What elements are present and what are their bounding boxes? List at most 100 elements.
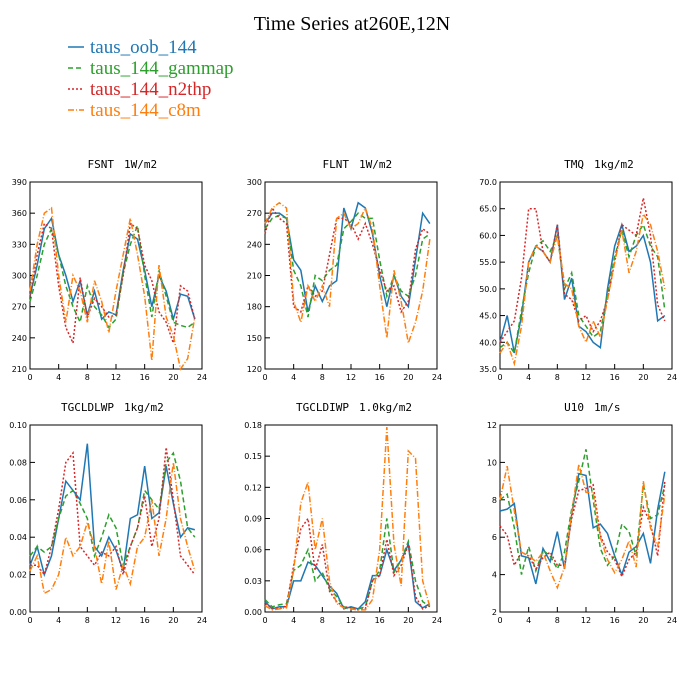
x-tick-label: 12 bbox=[581, 373, 591, 382]
legend-label: taus_144_n2thp bbox=[90, 79, 211, 100]
x-tick-label: 4 bbox=[56, 373, 61, 382]
y-tick-label: 240 bbox=[12, 334, 27, 343]
x-tick-label: 4 bbox=[291, 373, 296, 382]
x-tick-label: 0 bbox=[497, 373, 502, 382]
y-tick-label: 300 bbox=[247, 178, 262, 187]
y-tick-label: 0.15 bbox=[244, 452, 262, 461]
series-line bbox=[499, 481, 666, 579]
panel-units: 1kg/m2 bbox=[124, 401, 164, 414]
x-tick-label: 24 bbox=[197, 616, 207, 625]
y-tick-label: 150 bbox=[247, 334, 262, 343]
y-tick-label: 0.18 bbox=[244, 421, 262, 430]
x-tick-label: 8 bbox=[85, 616, 90, 625]
y-tick-label: 0.12 bbox=[244, 483, 262, 492]
x-tick-label: 20 bbox=[168, 373, 178, 382]
plot-frame bbox=[499, 424, 673, 613]
y-tick-label: 0.06 bbox=[9, 496, 27, 505]
series-line bbox=[29, 443, 196, 578]
x-tick-label: 8 bbox=[85, 373, 90, 382]
x-tick-label: 4 bbox=[526, 616, 531, 625]
x-tick-label: 24 bbox=[197, 373, 207, 382]
panel-units: 1W/m2 bbox=[359, 158, 392, 171]
panel-title: TGCLDIWP bbox=[296, 401, 349, 414]
y-tick-label: 50.0 bbox=[479, 285, 497, 294]
y-tick-label: 210 bbox=[12, 365, 27, 374]
legend-label: taus_144_gammap bbox=[90, 58, 234, 79]
y-tick-label: 45.0 bbox=[479, 312, 497, 321]
y-tick-label: 70.0 bbox=[479, 178, 497, 187]
y-tick-label: 0.00 bbox=[244, 608, 262, 617]
y-tick-label: 330 bbox=[12, 240, 27, 249]
x-tick-label: 4 bbox=[56, 616, 61, 625]
series-line bbox=[264, 201, 431, 344]
y-tick-label: 300 bbox=[12, 272, 27, 281]
panel-title: FSNT bbox=[88, 158, 115, 171]
series-line bbox=[264, 427, 431, 611]
x-tick-label: 12 bbox=[111, 616, 121, 625]
y-tick-label: 0.03 bbox=[244, 577, 262, 586]
y-tick-label: 0.04 bbox=[9, 533, 27, 542]
x-tick-label: 4 bbox=[526, 373, 531, 382]
x-tick-label: 12 bbox=[111, 373, 121, 382]
series-line bbox=[29, 462, 196, 595]
x-tick-label: 8 bbox=[320, 616, 325, 625]
y-tick-label: 55.0 bbox=[479, 258, 497, 267]
x-tick-label: 12 bbox=[346, 616, 356, 625]
series-line bbox=[264, 201, 431, 313]
y-tick-label: 0.08 bbox=[9, 458, 27, 467]
x-tick-label: 20 bbox=[403, 616, 413, 625]
x-tick-label: 16 bbox=[610, 616, 620, 625]
y-tick-label: 0.10 bbox=[9, 421, 27, 430]
x-tick-label: 12 bbox=[581, 616, 591, 625]
x-tick-label: 8 bbox=[320, 373, 325, 382]
x-tick-label: 16 bbox=[375, 373, 385, 382]
panel-units: 1m/s bbox=[594, 401, 621, 414]
legend-label: taus_144_c8m bbox=[90, 100, 201, 121]
x-tick-label: 24 bbox=[667, 616, 677, 625]
y-tick-label: 0.00 bbox=[9, 608, 27, 617]
y-tick-label: 0.02 bbox=[9, 571, 27, 580]
series-line bbox=[264, 212, 431, 318]
y-tick-label: 4 bbox=[492, 571, 497, 580]
x-tick-label: 20 bbox=[638, 373, 648, 382]
panel-units: 1W/m2 bbox=[124, 158, 157, 171]
x-tick-label: 16 bbox=[610, 373, 620, 382]
series-line bbox=[499, 464, 666, 590]
y-tick-label: 0.09 bbox=[244, 515, 262, 524]
y-tick-label: 270 bbox=[12, 303, 27, 312]
x-tick-label: 24 bbox=[667, 373, 677, 382]
panel-title: TMQ bbox=[564, 158, 584, 171]
y-tick-label: 2 bbox=[492, 608, 497, 617]
x-tick-label: 12 bbox=[346, 373, 356, 382]
series-line bbox=[29, 206, 196, 371]
x-tick-label: 24 bbox=[432, 616, 442, 625]
x-tick-label: 0 bbox=[27, 373, 32, 382]
series-line bbox=[264, 206, 431, 314]
y-tick-label: 6 bbox=[492, 533, 497, 542]
y-tick-label: 12 bbox=[487, 421, 497, 430]
x-tick-label: 0 bbox=[262, 373, 267, 382]
y-tick-label: 60.0 bbox=[479, 231, 497, 240]
series-line bbox=[499, 212, 666, 367]
x-tick-label: 24 bbox=[432, 373, 442, 382]
y-tick-label: 120 bbox=[247, 365, 262, 374]
series-line bbox=[30, 447, 196, 577]
series-line bbox=[29, 222, 196, 329]
panel-title: U10 bbox=[564, 401, 584, 414]
x-tick-label: 20 bbox=[403, 373, 413, 382]
y-tick-label: 390 bbox=[12, 178, 27, 187]
x-tick-label: 20 bbox=[638, 616, 648, 625]
y-tick-label: 180 bbox=[247, 303, 262, 312]
y-tick-label: 10 bbox=[487, 458, 497, 467]
x-tick-label: 0 bbox=[497, 616, 502, 625]
x-tick-label: 4 bbox=[291, 616, 296, 625]
y-tick-label: 8 bbox=[492, 496, 497, 505]
legend-label: taus_oob_144 bbox=[90, 37, 197, 58]
plot-frame bbox=[29, 181, 203, 370]
x-tick-label: 0 bbox=[27, 616, 32, 625]
figure-title: Time Series at260E,12N bbox=[254, 13, 450, 35]
x-tick-label: 20 bbox=[168, 616, 178, 625]
y-tick-label: 0.06 bbox=[244, 546, 262, 555]
y-tick-label: 40.0 bbox=[479, 338, 497, 347]
